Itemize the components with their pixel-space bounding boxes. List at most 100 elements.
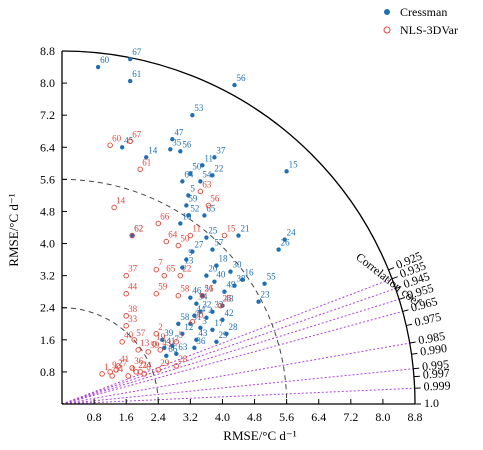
- data-point: [131, 337, 137, 343]
- x-axis-label: RMSE/°C d⁻¹: [223, 428, 296, 443]
- corr-tick-0.965: [402, 309, 409, 312]
- data-point: [123, 290, 129, 297]
- data-point: [200, 293, 205, 298]
- data-point-label: 36: [134, 356, 144, 366]
- data-point-label: 40: [124, 330, 134, 340]
- data-point-label: 48: [224, 294, 234, 304]
- data-point-label: 27: [118, 358, 128, 368]
- y-tick-label-8.0: 8.0: [40, 76, 55, 90]
- data-point-label: 5: [190, 183, 195, 193]
- data-point: [123, 272, 129, 279]
- data-point: [173, 339, 180, 345]
- data-point-label: 59: [188, 193, 198, 203]
- data-point: [178, 221, 183, 226]
- data-point-label: 13: [184, 256, 194, 266]
- data-point-label: 67: [132, 129, 142, 139]
- data-point: [228, 269, 233, 274]
- data-point-label: 18: [218, 254, 228, 264]
- data-point-label: 30: [232, 260, 242, 270]
- data-point: [198, 309, 203, 314]
- data-point: [232, 283, 237, 288]
- data-point-label: 15: [226, 224, 236, 234]
- y-tick-label-4.0: 4.0: [40, 237, 55, 251]
- data-point: [153, 290, 160, 297]
- data-point: [202, 213, 207, 218]
- data-point-label: 20: [208, 264, 218, 274]
- correlation-line-0.935: [61, 278, 393, 405]
- data-point: [186, 193, 191, 198]
- x-tick-label-4.8: 4.8: [247, 410, 262, 424]
- data-point: [190, 112, 195, 118]
- data-point: [155, 220, 162, 227]
- data-point-label: 61: [142, 157, 151, 167]
- data-point: [155, 367, 162, 373]
- legend-label-1: NLS-3DVar: [400, 23, 458, 37]
- correlation-line-0.985: [61, 342, 410, 405]
- outer-arc: [61, 50, 416, 405]
- data-point-label: 66: [168, 344, 178, 354]
- data-point-label: 47: [174, 127, 184, 137]
- data-point: [123, 313, 129, 319]
- data-point-label: 45: [124, 135, 134, 145]
- data-point: [107, 142, 113, 149]
- data-point-label: 65: [166, 264, 176, 274]
- data-point-label: 39: [150, 340, 160, 350]
- data-point: [224, 331, 229, 337]
- y-tick-label-5.6: 5.6: [40, 172, 55, 186]
- y-axis-label: RMSE/°C d⁻¹: [6, 193, 21, 266]
- correlation-line-0.995: [61, 368, 414, 405]
- correlation-line-0.999: [61, 387, 415, 405]
- data-point: [192, 313, 197, 318]
- data-point: [200, 163, 205, 168]
- data-point: [214, 263, 219, 268]
- data-point-label: 62: [134, 224, 143, 234]
- data-point: [198, 179, 203, 184]
- data-point-label: 66: [160, 211, 170, 221]
- corr-tick-label-0.965: 0.965: [409, 294, 439, 315]
- data-point-label: 26: [204, 284, 214, 294]
- data-point: [127, 138, 133, 145]
- legend-label-0: Cressman: [400, 5, 447, 19]
- data-point: [188, 171, 193, 176]
- data-point: [189, 319, 196, 325]
- data-point: [144, 155, 149, 160]
- correlation-line-0.945: [61, 288, 396, 405]
- axes-layer: 0.8 1.6 2.4 3.2 4.0 4.8 5.6 6.4 7.2 8.0 8.8 0.8 1.6 2…: [40, 44, 451, 424]
- corr-tick-label-0.999: 0.999: [423, 378, 451, 393]
- data-point-label: 21: [241, 224, 250, 234]
- data-point: [174, 351, 179, 357]
- data-point-label: 56: [210, 193, 220, 203]
- x-tick-label-7.2: 7.2: [343, 410, 358, 424]
- data-point-label: 63: [202, 179, 212, 189]
- data-point-label: 51: [204, 284, 213, 294]
- x-tick-label-2.4: 2.4: [151, 410, 166, 424]
- data-point-label: 39: [164, 328, 174, 338]
- data-point-label: 62: [134, 224, 143, 234]
- data-point: [137, 166, 143, 173]
- data-point: [204, 315, 209, 320]
- x-tick-label-6.4: 6.4: [311, 410, 326, 424]
- data-point-label: 28: [178, 354, 188, 364]
- data-point-label: 21: [138, 360, 147, 370]
- data-point-label: 22: [182, 264, 191, 274]
- data-point-label: 54: [202, 169, 212, 179]
- data-point: [153, 266, 160, 273]
- data-point-label: 16: [245, 268, 255, 278]
- data-point-label: 15: [289, 159, 299, 169]
- data-point: [125, 373, 131, 379]
- data-point: [164, 353, 169, 359]
- data-point-label: 2: [158, 322, 163, 332]
- data-point: [178, 149, 183, 154]
- corr-tick-0.985: [409, 341, 416, 344]
- data-point-label: 14: [116, 195, 126, 205]
- data-point-label: 43: [162, 338, 172, 348]
- y-tick-label-7.2: 7.2: [40, 108, 55, 122]
- data-point-label: 29: [218, 330, 228, 340]
- data-point: [204, 235, 209, 240]
- corr-tick-0.955: [398, 297, 405, 300]
- data-point: [221, 232, 228, 239]
- data-point-label: 37: [216, 145, 226, 155]
- data-point-label: 7: [158, 258, 163, 268]
- correlation-line-0.955: [61, 298, 400, 405]
